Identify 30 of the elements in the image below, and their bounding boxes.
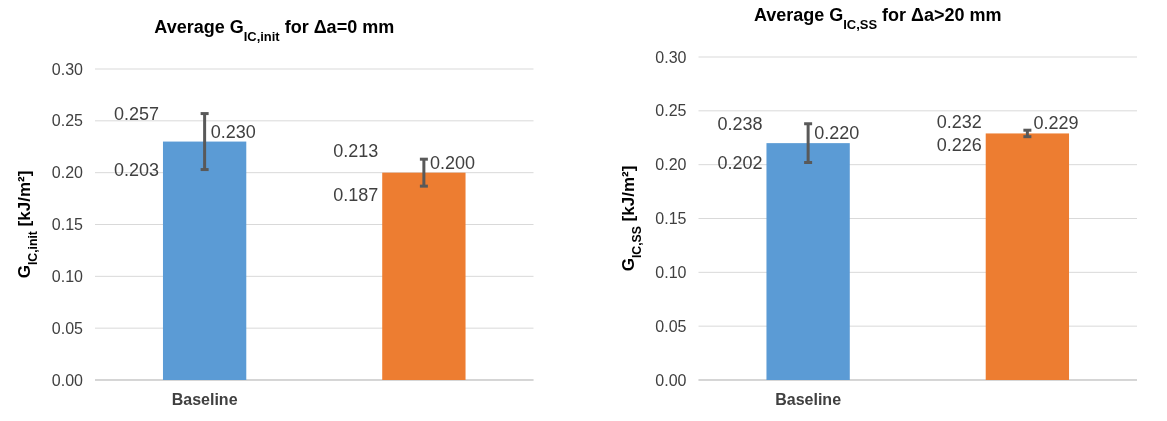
data-label: 0.229 (1033, 113, 1079, 134)
y-tick-label: 0.20 (655, 156, 687, 174)
x-tick-label: Baseline (171, 391, 238, 408)
x-tick-label: Baseline (775, 391, 842, 408)
annotation: 0.187 (333, 184, 379, 205)
y-tick-label: 0.00 (655, 371, 687, 389)
chart-title: Average G$_{IC,init}$ for Δa=0 mm (154, 17, 395, 44)
y-tick-label: 0.30 (655, 48, 687, 66)
y-tick-label: 0.15 (655, 210, 687, 228)
y-tick-label: 0.00 (51, 371, 84, 389)
y-tick-label: 0.30 (51, 60, 84, 78)
y-tick-label: 0.10 (51, 267, 84, 285)
annotation: 0.232 (936, 112, 982, 133)
y-tick-label: 0.05 (51, 319, 84, 337)
annotation: 0.226 (936, 135, 982, 156)
annotation: 0.257 (113, 103, 159, 124)
y-tick-label: 0.05 (655, 317, 687, 335)
data-label: 0.200 (429, 152, 475, 173)
annotation: 0.238 (717, 114, 763, 135)
y-tick-label: 0.25 (51, 112, 84, 130)
chart-title: Average G$_{IC,SS}$ for Δa>20 mm (753, 5, 1002, 32)
annotation: 0.202 (717, 152, 763, 173)
y-tick-label: 0.25 (655, 102, 687, 120)
data-label: 0.230 (210, 121, 256, 142)
y-tick-label: 0.15 (51, 216, 84, 234)
y-tick-label: 0.10 (655, 263, 687, 281)
y-tick-label: 0.20 (51, 164, 84, 182)
data-label: 0.220 (814, 123, 860, 144)
annotation: 0.213 (333, 141, 379, 162)
annotation: 0.203 (113, 159, 159, 180)
